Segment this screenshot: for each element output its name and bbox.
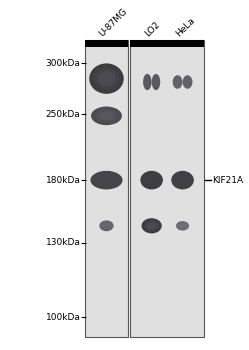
Ellipse shape [99, 220, 114, 231]
Ellipse shape [90, 171, 123, 189]
Ellipse shape [144, 220, 159, 231]
Text: 300kDa: 300kDa [46, 59, 80, 68]
Ellipse shape [183, 75, 192, 89]
Ellipse shape [95, 109, 118, 123]
Ellipse shape [177, 224, 188, 228]
Bar [130, 40, 204, 47]
Ellipse shape [98, 71, 115, 86]
Text: 130kDa: 130kDa [46, 238, 80, 247]
Ellipse shape [152, 74, 160, 90]
Ellipse shape [143, 74, 152, 90]
Ellipse shape [171, 171, 194, 189]
Ellipse shape [147, 222, 157, 230]
Bar [85, 40, 128, 47]
Ellipse shape [94, 67, 120, 90]
Ellipse shape [99, 111, 114, 120]
Ellipse shape [173, 176, 192, 184]
Text: HeLa: HeLa [174, 15, 196, 38]
Ellipse shape [141, 218, 162, 233]
Ellipse shape [91, 106, 122, 125]
Ellipse shape [173, 75, 183, 89]
Text: U-87MG: U-87MG [98, 6, 129, 38]
Bar [85, 40, 128, 337]
Ellipse shape [142, 176, 161, 184]
Ellipse shape [176, 221, 189, 231]
Ellipse shape [89, 63, 124, 94]
Ellipse shape [93, 176, 120, 184]
Text: 100kDa: 100kDa [46, 313, 80, 322]
Text: 180kDa: 180kDa [46, 176, 80, 185]
Bar [130, 40, 204, 337]
Ellipse shape [140, 171, 163, 189]
Text: LO2: LO2 [143, 20, 161, 38]
Text: 250kDa: 250kDa [46, 110, 80, 119]
Ellipse shape [100, 223, 113, 228]
Text: KIF21A: KIF21A [212, 176, 243, 185]
